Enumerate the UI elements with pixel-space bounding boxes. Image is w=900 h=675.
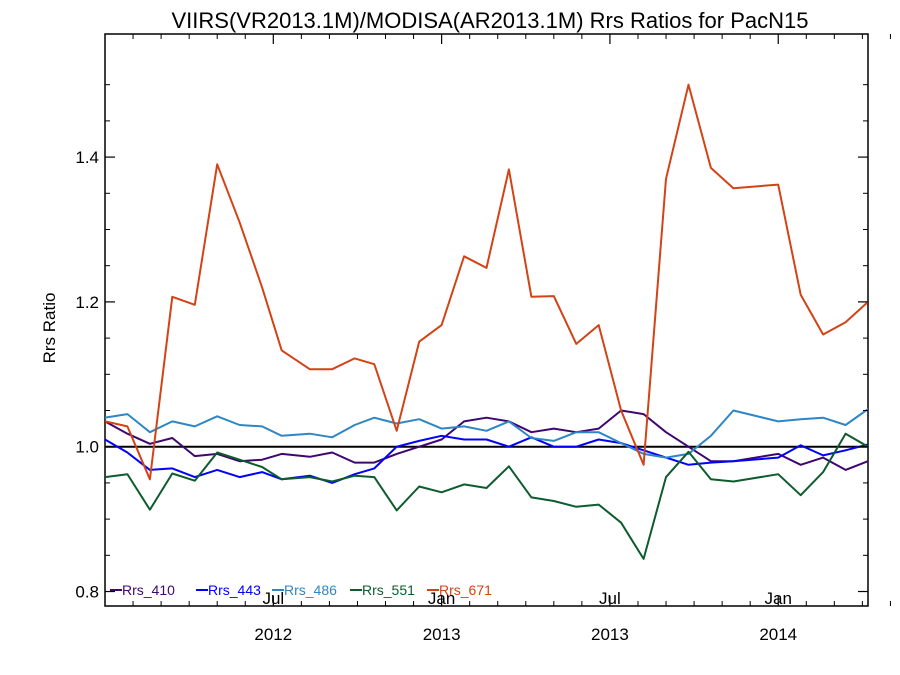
legend-label-rrs-671: Rrs_671 <box>439 582 492 598</box>
x-tick-label-month: Jan <box>428 589 455 608</box>
x-tick-label-month: Jan <box>765 589 792 608</box>
plot-frame <box>104 33 869 607</box>
x-tick-label-month: Jul <box>599 589 621 608</box>
legend-label-rrs-443: Rrs_443 <box>208 582 261 598</box>
legend-label-rrs-486: Rrs_486 <box>284 582 337 598</box>
axis-ticks: 0.8 1.0 1.2 1.4 Jul 2012 Jan 2013 Jul 2013 Jan 2014… <box>75 34 891 644</box>
chart-title: VIIRS(VR2013.1M)/MODISA(AR2013.1M) Rrs R… <box>172 8 809 33</box>
legend: Rrs_410 Rrs_443 Rrs_486 Rrs_551 Rrs_671 <box>110 582 492 598</box>
legend-label-rrs-551: Rrs_551 <box>362 582 415 598</box>
series-line-rrs-551 <box>105 432 868 560</box>
series-layer <box>105 83 868 560</box>
legend-label-rrs-410: Rrs_410 <box>122 582 175 598</box>
series-line-rrs-671 <box>105 83 868 481</box>
y-tick-label: 1.0 <box>75 438 99 457</box>
x-tick-label-year: 2014 <box>759 625 797 644</box>
x-tick-label-year: 2012 <box>254 625 292 644</box>
series-line-rrs-486 <box>105 407 868 459</box>
series-line-rrs-443 <box>105 434 868 484</box>
x-tick-label-year: 2013 <box>591 625 629 644</box>
y-tick-label: 0.8 <box>75 583 99 602</box>
series-line-rrs-410 <box>105 409 868 471</box>
x-tick-label-month: Jul <box>262 589 284 608</box>
y-axis-label: Rrs Ratio <box>40 293 59 364</box>
y-tick-label: 1.2 <box>75 293 99 312</box>
x-tick-label-year: 2013 <box>423 625 461 644</box>
y-tick-label: 1.4 <box>75 148 99 167</box>
